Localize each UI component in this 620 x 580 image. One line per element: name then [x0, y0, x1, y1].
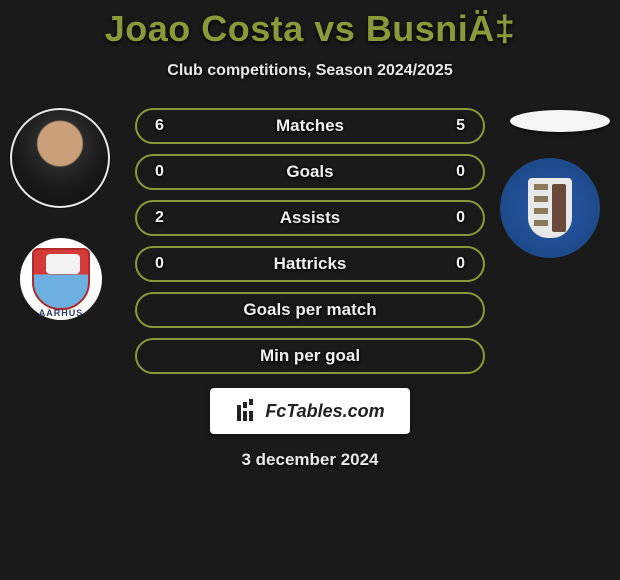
subtitle: Club competitions, Season 2024/2025: [0, 62, 620, 80]
crest-icon: [528, 178, 572, 238]
shield-icon: [32, 248, 90, 310]
stat-label: Goals: [286, 162, 333, 182]
stat-left-value: 0: [155, 163, 175, 181]
stat-label: Hattricks: [274, 254, 347, 274]
stat-row: 2 Assists 0: [135, 200, 485, 236]
club-right-badge: [500, 158, 600, 258]
date-text: 3 december 2024: [0, 450, 620, 470]
brand-badge[interactable]: FcTables.com: [210, 388, 410, 434]
stat-left-value: 6: [155, 117, 175, 135]
player-left-avatar: [10, 108, 110, 208]
stat-row: 0 Hattricks 0: [135, 246, 485, 282]
brand-text: FcTables.com: [265, 401, 384, 422]
stat-right-value: 5: [445, 117, 465, 135]
comparison-area: AARHUS 6 Matches 5 0 Goals 0 2 Assists 0…: [0, 108, 620, 470]
stat-left-value: 2: [155, 209, 175, 227]
stat-right-value: 0: [445, 163, 465, 181]
club-left-caption: AARHUS: [20, 308, 102, 318]
stat-right-value: 0: [445, 255, 465, 273]
stat-label: Assists: [280, 208, 340, 228]
stat-label: Matches: [276, 116, 344, 136]
stat-right-value: 0: [445, 209, 465, 227]
stats-list: 6 Matches 5 0 Goals 0 2 Assists 0 0 Hatt…: [135, 108, 485, 374]
stat-row: 0 Goals 0: [135, 154, 485, 190]
stat-row: 6 Matches 5: [135, 108, 485, 144]
player-right-avatar: [510, 110, 610, 132]
bar-chart-icon: [235, 399, 259, 423]
stat-row: Goals per match: [135, 292, 485, 328]
stat-label: Goals per match: [243, 300, 376, 320]
stat-left-value: 0: [155, 255, 175, 273]
stat-row: Min per goal: [135, 338, 485, 374]
stat-label: Min per goal: [260, 346, 360, 366]
page-title: Joao Costa vs BusniÄ‡: [0, 0, 620, 50]
